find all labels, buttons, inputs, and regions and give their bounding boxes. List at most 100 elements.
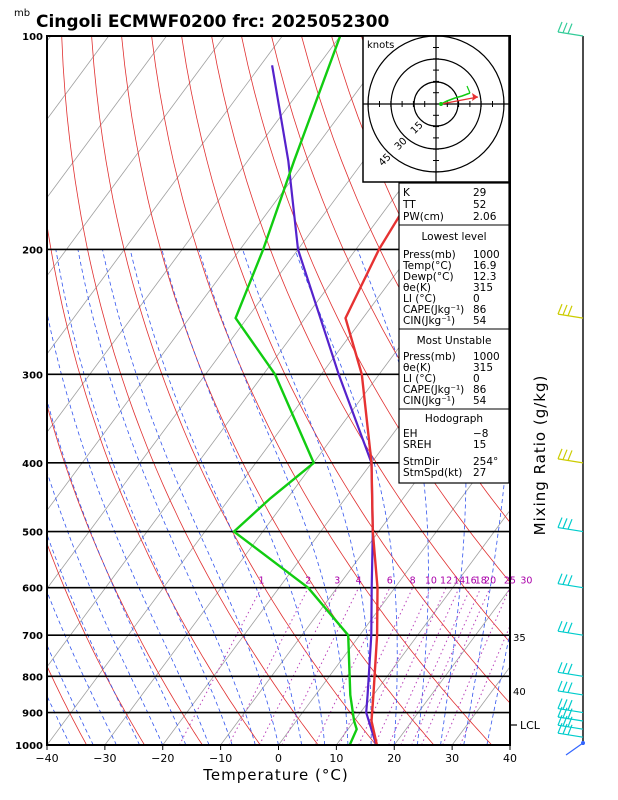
mu-press-value: 1000 bbox=[473, 351, 500, 363]
isotherm-line bbox=[47, 36, 341, 433]
pressure-label-600: 600 bbox=[22, 584, 43, 595]
lowest-press-name: Press(mb) bbox=[403, 249, 456, 261]
index-k-value: 29 bbox=[473, 187, 486, 199]
mixing-ratio-label-30: 30 bbox=[520, 576, 532, 587]
mixing-ratio-line bbox=[374, 587, 447, 745]
lowest-dewp-value: 12.3 bbox=[473, 271, 496, 283]
hodo-eh-value: −8 bbox=[473, 428, 488, 440]
wind-barbs bbox=[557, 21, 585, 756]
pressure-label-200: 200 bbox=[22, 245, 43, 256]
isotherm-line bbox=[336, 509, 510, 745]
index-tt-name: TT bbox=[402, 199, 416, 211]
mixing-ratio-label-8: 8 bbox=[410, 576, 416, 587]
mixing-ratio-label-10: 10 bbox=[425, 576, 437, 587]
moist-adiabat-line bbox=[55, 249, 233, 745]
moist-adiabat-line bbox=[463, 249, 510, 745]
hodo-sreh-name: SREH bbox=[403, 439, 432, 451]
hodo-eh-name: EH bbox=[403, 428, 418, 440]
dry-adiabat-line bbox=[47, 403, 203, 745]
moist-adiabat-line bbox=[47, 694, 71, 745]
dry-adiabat-line bbox=[47, 222, 261, 745]
x-tick-label-0: 0 bbox=[275, 752, 282, 765]
index-k-name: K bbox=[403, 187, 411, 199]
wind-barb-400 bbox=[557, 448, 584, 464]
moist-adiabat-line bbox=[47, 744, 48, 745]
x-tick-label--30: −30 bbox=[93, 752, 116, 765]
dry-adiabat-line bbox=[61, 36, 319, 745]
mixing-ratio-label-25: 25 bbox=[504, 576, 516, 587]
pressure-unit-label: mb bbox=[14, 8, 30, 19]
lowest-cape-value: 86 bbox=[473, 304, 487, 316]
dry-adiabat-line bbox=[601, 36, 618, 745]
wind-barb-700 bbox=[557, 620, 584, 636]
mixing-ratio-line bbox=[400, 587, 472, 745]
hodo-stmspd-value: 27 bbox=[473, 467, 486, 479]
mixing-ratio-label-14: 14 bbox=[453, 576, 465, 587]
wind-barb-1000 bbox=[565, 741, 585, 756]
isotherm-line bbox=[47, 36, 399, 512]
mixing-ratio-line bbox=[314, 587, 391, 745]
dry-adiabat-line bbox=[91, 36, 377, 745]
dry-adiabat-line bbox=[511, 36, 618, 745]
pressure-label-300: 300 bbox=[22, 370, 43, 381]
x-axis-label: Temperature (°C) bbox=[202, 766, 348, 784]
isotherm-line bbox=[568, 36, 618, 745]
mixing-ratio-line bbox=[442, 587, 510, 745]
pressure-label-700: 700 bbox=[22, 631, 43, 642]
lowest-cin-name: CIN(Jkg⁻¹) bbox=[403, 315, 455, 327]
mu-cin-name: CIN(Jkg⁻¹) bbox=[403, 395, 455, 407]
pressure-label-500: 500 bbox=[22, 528, 43, 539]
moist-adiabat-line bbox=[198, 249, 349, 745]
indices-frame bbox=[398, 182, 510, 484]
isotherm-line bbox=[393, 587, 510, 745]
lcl-label: LCL bbox=[520, 719, 541, 732]
hodo-stmspd-name: StmSpd(kt) bbox=[403, 467, 462, 479]
mixing-ratio-label-3: 3 bbox=[334, 576, 340, 587]
dry-adiabat-line bbox=[241, 36, 510, 583]
pressure-label-100: 100 bbox=[22, 32, 43, 43]
mixing-ratio-label-6: 6 bbox=[387, 576, 393, 587]
moist-adiabat-line bbox=[47, 398, 187, 745]
x-tick-label-40: 40 bbox=[503, 752, 517, 765]
x-tick-label--20: −20 bbox=[151, 752, 174, 765]
pressure-axis: 100 200 300 400 500 600 700 800 900 1000 bbox=[15, 32, 43, 752]
moist-adiabat-line bbox=[47, 470, 164, 745]
hodograph-indices-title: Hodograph bbox=[425, 413, 483, 425]
lowest-dewp-name: Dewp(°C) bbox=[403, 271, 454, 283]
pressure-label-400: 400 bbox=[22, 459, 43, 470]
wind-barb-500 bbox=[557, 517, 584, 533]
theta-e-label-35: 35 bbox=[513, 633, 526, 644]
lowest-li-value: 0 bbox=[473, 293, 480, 305]
mixing-ratio-line bbox=[459, 624, 510, 745]
hodograph-origin-dot bbox=[439, 102, 443, 106]
mixing-ratio-line bbox=[421, 587, 491, 745]
lowest-thetae-name: θe(K) bbox=[403, 282, 431, 294]
mu-li-name: LI (°C) bbox=[403, 373, 436, 385]
isotherm-line bbox=[278, 431, 510, 745]
dry-adiabat-line bbox=[271, 36, 510, 524]
lowest-temp-name: Temp(°C) bbox=[402, 260, 452, 272]
pressure-label-800: 800 bbox=[22, 672, 43, 683]
wind-barb-100 bbox=[557, 21, 584, 37]
hodo-stmdir-value: 254° bbox=[473, 456, 498, 468]
dewpoint-profile-line bbox=[232, 36, 358, 745]
index-pw-value: 2.06 bbox=[473, 211, 497, 223]
wind-barb-900 bbox=[557, 698, 584, 714]
lowest-level-title: Lowest level bbox=[421, 231, 486, 243]
hodograph-storm-arrow bbox=[440, 96, 479, 105]
theta-e-label-40: 40 bbox=[513, 687, 526, 698]
hodograph-trace-tip bbox=[466, 85, 471, 94]
wind-barb-925 bbox=[557, 706, 584, 722]
mixing-ratio-label-2: 2 bbox=[305, 576, 311, 587]
mixing-ratio-line bbox=[388, 587, 460, 745]
dry-adiabat-line bbox=[571, 36, 618, 745]
mu-cin-value: 54 bbox=[473, 395, 487, 407]
wind-barb-850 bbox=[557, 680, 584, 696]
profile-lines bbox=[232, 36, 498, 745]
lowest-cin-value: 54 bbox=[473, 315, 487, 327]
mu-cape-value: 86 bbox=[473, 384, 487, 396]
hodograph-units: knots bbox=[367, 40, 394, 51]
lowest-li-name: LI (°C) bbox=[403, 293, 436, 305]
mixing-ratio-label-12: 12 bbox=[440, 576, 452, 587]
